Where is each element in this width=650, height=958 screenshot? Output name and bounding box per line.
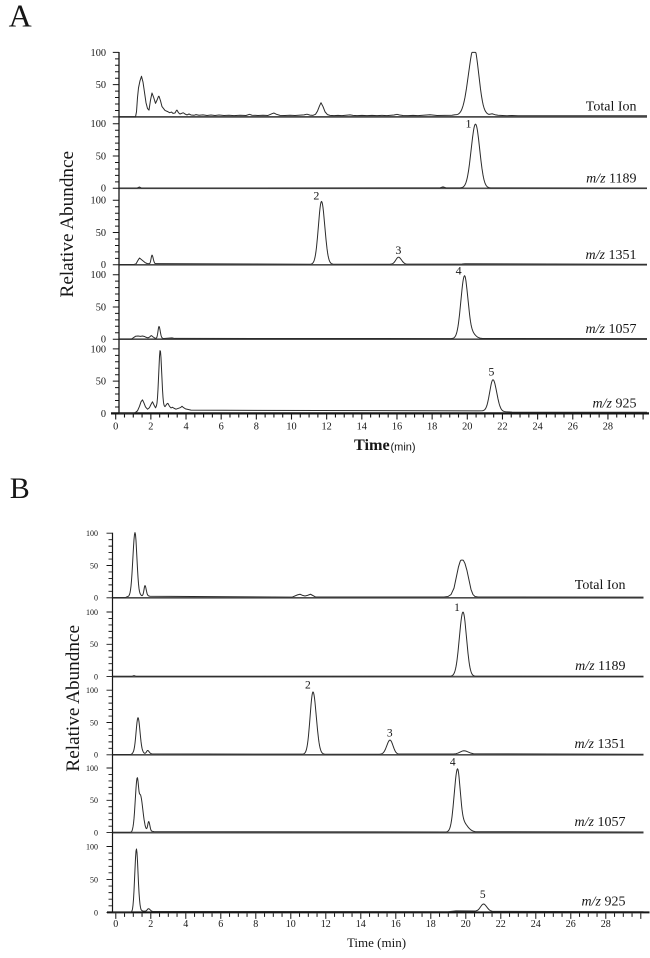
svg-text:50: 50	[90, 561, 98, 570]
svg-text:14: 14	[356, 919, 366, 930]
svg-text:26: 26	[566, 919, 576, 930]
svg-text:4: 4	[450, 757, 456, 769]
svg-text:2: 2	[313, 189, 319, 203]
svg-text:0: 0	[94, 594, 98, 603]
svg-text:24: 24	[532, 421, 542, 432]
svg-text:2: 2	[148, 421, 153, 432]
svg-text:0: 0	[113, 421, 118, 432]
svg-text:100: 100	[86, 529, 98, 538]
svg-text:0: 0	[101, 260, 106, 271]
svg-text:4: 4	[183, 421, 188, 432]
svg-text:28: 28	[603, 421, 613, 432]
svg-text:3: 3	[387, 728, 393, 740]
svg-text:50: 50	[90, 875, 98, 884]
svg-text:20: 20	[461, 919, 471, 930]
svg-text:0: 0	[113, 919, 118, 930]
svg-text:16: 16	[392, 421, 402, 432]
svg-text:m/z 925: m/z 925	[593, 396, 637, 411]
svg-text:100: 100	[91, 270, 106, 281]
svg-text:m/z 1057: m/z 1057	[575, 815, 626, 830]
svg-text:0: 0	[94, 908, 98, 917]
svg-text:100: 100	[91, 48, 106, 59]
svg-text:14: 14	[357, 421, 367, 432]
svg-text:8: 8	[254, 421, 259, 432]
svg-text:50: 50	[96, 302, 106, 313]
svg-text:1: 1	[454, 602, 460, 614]
svg-text:B: B	[10, 472, 30, 505]
svg-text:10: 10	[286, 421, 296, 432]
svg-text:5: 5	[480, 889, 486, 901]
svg-text:m/z 1057: m/z 1057	[586, 322, 637, 337]
svg-text:A: A	[9, 0, 32, 34]
svg-text:0: 0	[94, 751, 98, 760]
svg-text:1: 1	[466, 116, 472, 130]
svg-text:100: 100	[86, 686, 98, 695]
svg-text:50: 50	[96, 228, 106, 239]
svg-text:4: 4	[183, 919, 188, 930]
svg-text:5: 5	[488, 365, 494, 379]
svg-text:0: 0	[94, 673, 98, 682]
svg-text:12: 12	[322, 421, 332, 432]
svg-text:3: 3	[395, 243, 401, 257]
svg-text:50: 50	[90, 640, 98, 649]
svg-text:50: 50	[90, 718, 98, 727]
svg-text:100: 100	[91, 196, 106, 207]
svg-text:18: 18	[427, 421, 437, 432]
svg-text:Time (min): Time (min)	[347, 935, 406, 950]
svg-text:Time: Time	[354, 436, 390, 454]
svg-text:6: 6	[218, 919, 223, 930]
svg-text:22: 22	[497, 421, 507, 432]
svg-text:Total Ion: Total Ion	[586, 100, 637, 115]
svg-text:10: 10	[286, 919, 296, 930]
svg-text:28: 28	[601, 919, 611, 930]
svg-text:100: 100	[91, 119, 106, 130]
svg-text:16: 16	[391, 919, 401, 930]
svg-text:22: 22	[496, 919, 506, 930]
svg-text:m/z 1351: m/z 1351	[586, 248, 637, 263]
svg-text:50: 50	[90, 796, 98, 805]
svg-text:0: 0	[94, 829, 98, 838]
svg-text:m/z 925: m/z 925	[582, 895, 626, 910]
svg-text:20: 20	[462, 421, 472, 432]
svg-text:100: 100	[86, 608, 98, 617]
svg-text:m/z 1189: m/z 1189	[586, 172, 636, 187]
svg-text:18: 18	[426, 919, 436, 930]
svg-text:0: 0	[101, 335, 106, 346]
svg-text:50: 50	[96, 151, 106, 162]
svg-text:50: 50	[96, 80, 106, 91]
svg-text:m/z 1351: m/z 1351	[575, 737, 626, 752]
svg-text:0: 0	[101, 184, 106, 195]
svg-text:0: 0	[101, 409, 106, 420]
svg-text:8: 8	[253, 919, 258, 930]
svg-text:Relative Abundnce: Relative Abundnce	[57, 151, 78, 298]
svg-text:2: 2	[305, 680, 311, 692]
svg-text:Total Ion: Total Ion	[575, 578, 626, 593]
svg-text:12: 12	[321, 919, 331, 930]
svg-text:(min): (min)	[391, 442, 416, 454]
svg-text:2: 2	[148, 919, 153, 930]
svg-text:24: 24	[531, 919, 541, 930]
svg-text:100: 100	[91, 344, 106, 355]
svg-text:6: 6	[219, 421, 224, 432]
svg-text:26: 26	[568, 421, 578, 432]
svg-text:m/z 1189: m/z 1189	[575, 659, 625, 674]
svg-text:100: 100	[86, 842, 98, 851]
svg-text:50: 50	[96, 377, 106, 388]
svg-text:4: 4	[456, 264, 462, 278]
svg-text:100: 100	[86, 764, 98, 773]
svg-text:Relative Abundnce: Relative Abundnce	[63, 625, 84, 772]
